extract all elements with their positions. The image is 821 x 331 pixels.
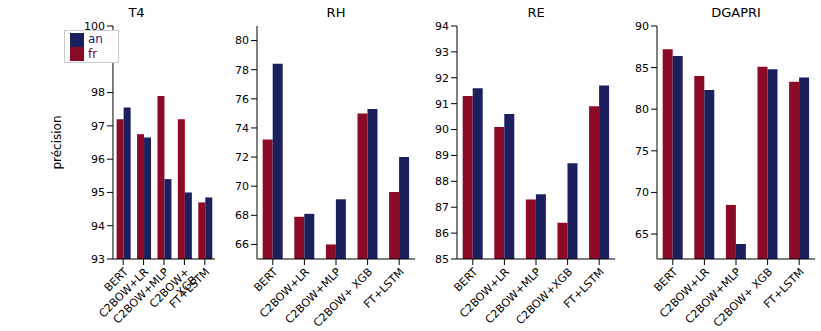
svg-text:89: 89 [435, 149, 449, 162]
svg-text:90: 90 [435, 123, 449, 136]
svg-text:72: 72 [235, 151, 249, 164]
svg-text:94: 94 [91, 220, 105, 233]
svg-text:FT+LSTM: FT+LSTM [561, 265, 607, 311]
svg-text:87: 87 [435, 201, 449, 214]
svg-text:70: 70 [235, 180, 249, 193]
svg-text:93: 93 [435, 46, 449, 59]
svg-text:80: 80 [235, 34, 249, 47]
svg-text:91: 91 [435, 98, 449, 111]
svg-text:précision: précision [50, 115, 64, 169]
svg-text:99: 99 [91, 53, 105, 66]
svg-text:FT+LSTM: FT+LSTM [361, 265, 407, 311]
svg-text:FT+LSTM: FT+LSTM [761, 265, 807, 311]
svg-text:85: 85 [635, 62, 649, 75]
svg-text:76: 76 [235, 93, 249, 106]
svg-text:85: 85 [435, 253, 449, 266]
svg-text:BERT: BERT [251, 265, 280, 294]
svg-text:95: 95 [91, 186, 105, 199]
svg-text:94: 94 [435, 20, 449, 33]
svg-text:75: 75 [635, 145, 649, 158]
svg-text:98: 98 [91, 86, 105, 99]
svg-text:68: 68 [235, 209, 249, 222]
svg-text:96: 96 [91, 153, 105, 166]
svg-text:70: 70 [635, 186, 649, 199]
svg-text:78: 78 [235, 64, 249, 77]
svg-text:88: 88 [435, 175, 449, 188]
svg-text:80: 80 [635, 103, 649, 116]
svg-text:90: 90 [635, 20, 649, 33]
svg-text:92: 92 [435, 72, 449, 85]
svg-text:BERT: BERT [651, 265, 680, 294]
svg-text:100: 100 [84, 20, 105, 33]
svg-text:BERT: BERT [451, 265, 480, 294]
svg-text:97: 97 [91, 120, 105, 133]
svg-text:66: 66 [235, 238, 249, 251]
svg-text:65: 65 [635, 228, 649, 241]
svg-text:FT+LSTM: FT+LSTM [167, 265, 213, 311]
svg-text:93: 93 [91, 253, 105, 266]
svg-text:86: 86 [435, 227, 449, 240]
svg-text:74: 74 [235, 122, 249, 135]
